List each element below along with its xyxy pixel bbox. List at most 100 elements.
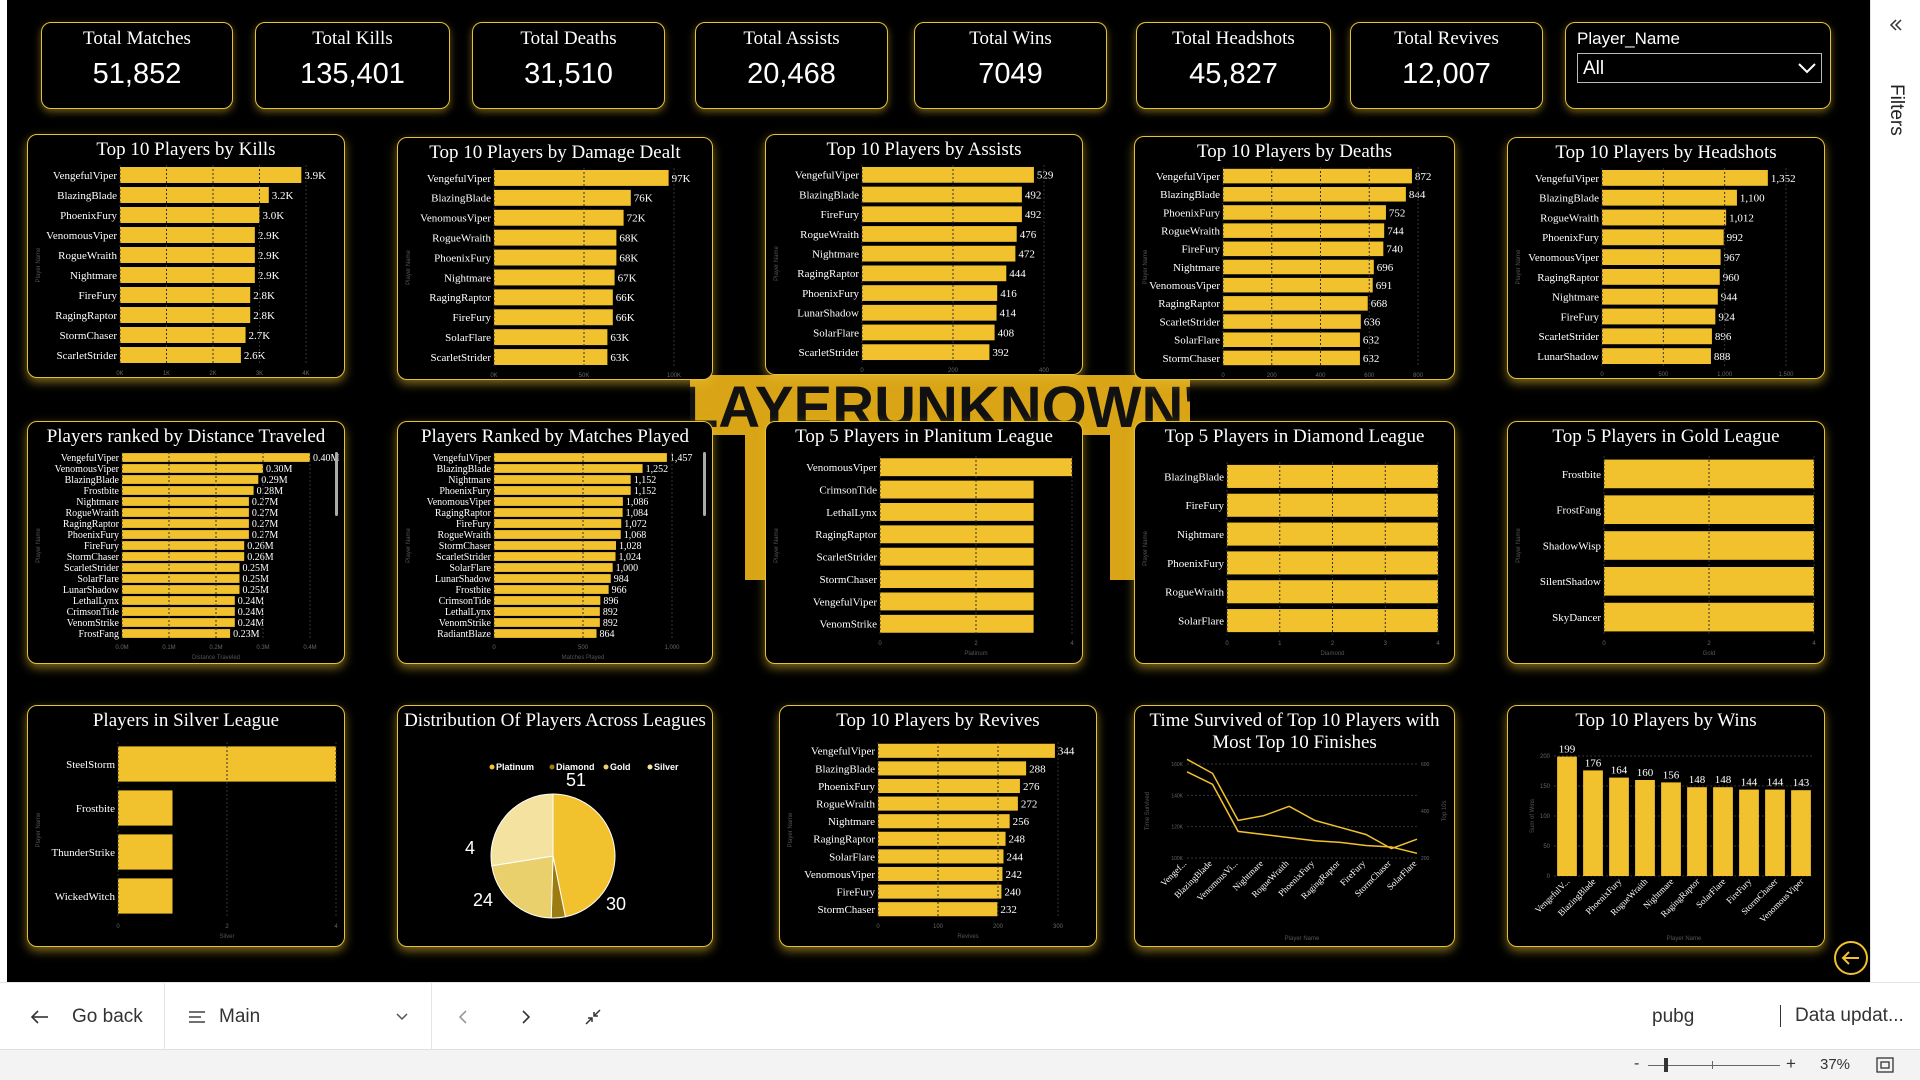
fit-page-button[interactable] [584,983,606,1050]
data-label: 888 [1714,351,1731,363]
data-label: 1,024 [619,552,642,563]
data-label: 632 [1363,353,1380,365]
player-name-dropdown[interactable]: All [1577,53,1822,83]
chart-card-wins[interactable]: 0 50 100 150 200 199 VengefulV... 176 BlazingBla… [1507,705,1825,947]
filters-pane[interactable]: Filters [1870,0,1920,982]
zoom-slider-thumb[interactable] [1664,1058,1668,1072]
x-tick-label: 1 [1278,641,1282,647]
navigation-bar: Go back Main pubg Data updat... [0,982,1920,1050]
bar [878,796,1018,811]
bar [1791,790,1811,876]
back-arrow-icon[interactable] [1833,940,1869,976]
chart-card-deaths[interactable]: VengefulViper 872 BlazingBlade 844 PhoenixFu… [1134,136,1455,380]
category-label: RagingRaptor [429,292,491,304]
category-label: Frostbite [76,803,115,815]
bar [494,497,623,506]
chart-card-league-distribution[interactable]: Platinum Diamond Gold Silver 51 4 24 30 Distribu… [397,705,713,947]
data-label: 0.30M [266,464,293,475]
category-label: PhoenixFury [818,781,875,793]
legend-label: Diamond [556,762,595,772]
bar [878,866,1003,882]
bar [120,347,241,363]
bar [862,166,1034,183]
category-label: FireFury [837,886,876,898]
y-axis-title: Player Name [774,528,780,563]
chart-card-gold-league[interactable]: Frostbite FrostFang ShadowWisp SilentShadow… [1507,421,1825,664]
category-label: RogueWraith [432,233,491,245]
chart-card-headshots[interactable]: VengefulViper 1,352 BlazingBlade 1,100 Rogue… [1507,137,1825,379]
y-tick-label: 100 [1540,814,1551,820]
data-label: 984 [614,574,629,585]
previous-page-button[interactable] [457,983,477,1050]
data-updated-status[interactable]: Data updat... [1780,1005,1904,1027]
data-label: 416 [1000,288,1017,300]
y2-tick-label: 600 [1421,762,1430,768]
slicer-title: Player_Name [1577,29,1680,48]
chart-card-diamond-league[interactable]: BlazingBlade FireFury Nightmare PhoenixFury… [1134,421,1455,664]
y-tick-label: 0 [1547,874,1551,880]
chart-diamond-league: BlazingBlade FireFury Nightmare PhoenixFury… [1143,462,1440,657]
chart-card-assists[interactable]: VengefulViper 529 BlazingBlade 492 FireFury 4… [765,134,1083,375]
pie-slice [491,855,554,919]
category-label: VengefulViper [61,453,120,464]
x-tick-label: 2 [974,641,978,647]
chart-title: Top 5 Players in Gold League [1552,426,1780,447]
category-label: RagingRaptor [1158,298,1220,310]
chart-card-distance-traveled[interactable]: VengefulViper 0.40M VenomousViper 0.30M Blaz… [27,421,345,664]
fit-to-window-icon[interactable] [1876,1057,1894,1073]
x-tick-label: 1,000 [664,645,680,651]
zoom-out-button[interactable]: - [1634,1055,1640,1072]
category-label: StormChaser [439,541,492,552]
data-label: 0.24M [238,607,264,618]
scrollbar[interactable] [703,452,706,516]
category-label: BlazingBlade [799,189,859,201]
arrow-left-icon [30,1009,48,1024]
page-selector[interactable]: Main [165,983,432,1050]
bar [862,285,998,301]
x-tick-label: 3K [256,371,263,377]
bar [1602,268,1720,285]
kpi-title: Total Revives [1394,28,1499,49]
data-label: 529 [1037,170,1054,182]
data-label: 72K [627,213,646,225]
chart-title: Players Ranked by Matches Played [420,426,690,447]
bar [880,592,1034,611]
scrollbar[interactable] [335,452,338,516]
zoom-in-button[interactable]: + [1786,1054,1796,1073]
x-tick-label: 400 [1039,368,1050,374]
bar [1223,205,1386,220]
category-label: Nightmare [812,249,859,261]
go-back-button[interactable]: Go back [30,983,165,1050]
x-tick-label: 2 [1707,641,1711,647]
page-name: Main [219,1005,261,1027]
x-tick-label: 4 [1436,641,1440,647]
series-line [1186,771,1418,855]
chart-card-kills[interactable]: VengefulViper 3.9K BlazingBlade 3.2K Phoenix… [27,134,345,378]
x-tick-label: 4 [1070,641,1074,647]
kpi-card: Total Revives 12,007 [1350,22,1543,109]
data-label: 0.27M [252,508,279,519]
chart-card-revives[interactable]: VengefulViper 344 BlazingBlade 288 PhoenixFu… [779,705,1097,947]
data-label: 0.29M [261,475,288,486]
chart-card-time-survived[interactable]: 100K 120K 140K 160K 200 400 600 Vengef... Blazin… [1134,705,1455,947]
zoom-slider[interactable] [1648,1058,1780,1072]
chart-card-matches-played[interactable]: VengefulViper 1,457 BlazingBlade 1,252 Night… [397,421,713,664]
bar [862,324,995,341]
kpi-title: Total Wins [969,28,1052,49]
bar [880,502,1034,521]
x-tick-label: 0 [492,645,496,651]
chart-card-damage-dealt[interactable]: VengefulViper 97K BlazingBlade 76K VenomousV… [397,137,713,380]
category-label: PhoenixFury [1163,207,1220,219]
bar [1765,789,1785,876]
chart-matches-played: VengefulViper 1,457 BlazingBlade 1,252 Night… [406,452,692,661]
data-label: 740 [1386,244,1403,256]
collapse-filters-icon[interactable] [1889,18,1903,32]
chart-card-silver-league[interactable]: SteelStorm Frostbite ThunderStrike WickedWi… [27,705,345,947]
bar [1602,288,1718,305]
bar [122,464,263,473]
next-page-button[interactable] [520,983,540,1050]
chart-silver-league: SteelStorm Frostbite ThunderStrike WickedWi… [36,742,338,940]
x-tick-label: 0.2M [209,645,222,651]
chart-card-platinum-league[interactable]: VenomousViper CrimsonTide LethalLynx Raging… [765,421,1083,664]
bar [862,344,990,361]
